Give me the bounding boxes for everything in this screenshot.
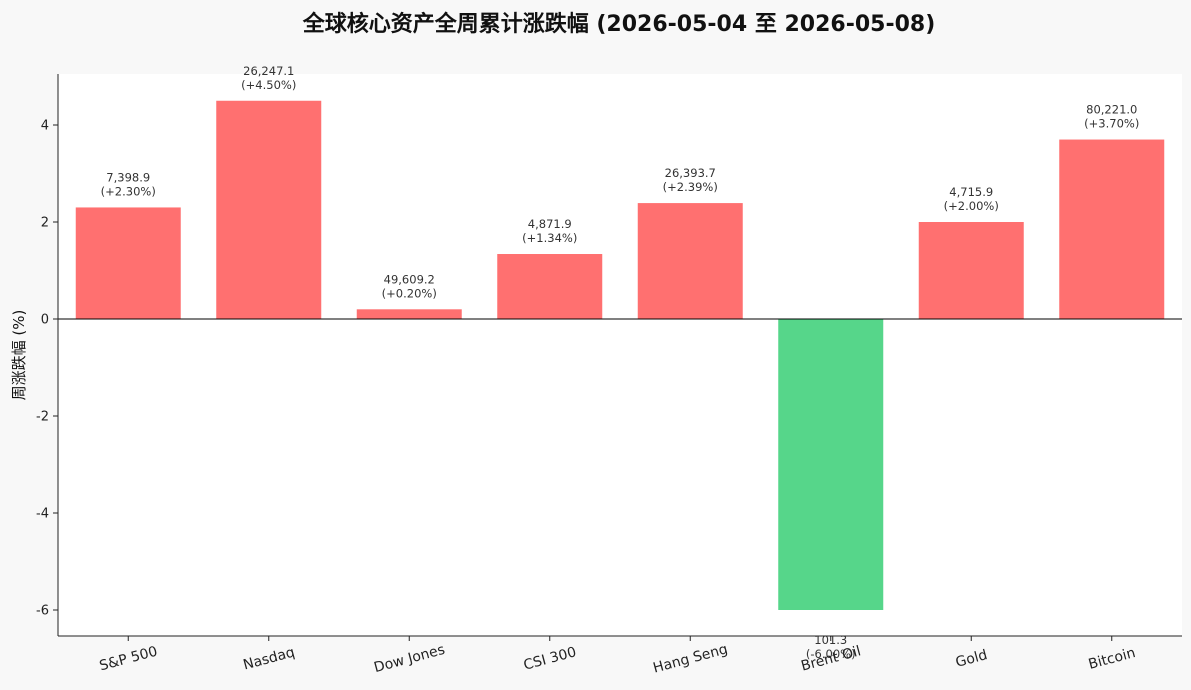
bar <box>497 254 603 319</box>
bar <box>356 309 462 319</box>
data-label-pct: (+0.20%) <box>382 286 437 300</box>
y-tick-label: 2 <box>41 216 49 231</box>
bar <box>75 207 181 319</box>
y-tick-label: 0 <box>41 313 49 328</box>
y-axis: -6 -4 -2 0 2 4 <box>36 119 58 619</box>
data-label-pct: (+2.00%) <box>944 199 999 213</box>
y-tick-label: -2 <box>36 410 49 425</box>
bar <box>637 203 743 319</box>
data-label-pct: (+2.39%) <box>663 180 718 194</box>
data-label-pct: (-6.00%) <box>806 647 856 661</box>
data-label-pct: (+1.34%) <box>522 231 577 245</box>
data-label-price: 26,393.7 <box>665 166 716 180</box>
data-label-price: 49,609.2 <box>384 272 435 286</box>
y-tick-label: -6 <box>36 604 49 619</box>
data-label-price: 4,715.9 <box>949 185 993 199</box>
bar <box>778 319 884 610</box>
y-tick-label: -4 <box>36 507 49 522</box>
y-tick-label: 4 <box>41 119 49 134</box>
axes-spines <box>57 74 1182 637</box>
data-label-price: 80,221.0 <box>1086 103 1137 117</box>
data-label-price: 26,247.1 <box>243 64 294 78</box>
data-label-pct: (+4.50%) <box>241 78 296 92</box>
data-label-price: 4,871.9 <box>528 217 572 231</box>
data-label-price: 7,398.9 <box>106 170 150 184</box>
y-axis-label: 周涨跌幅 (%) <box>10 310 28 401</box>
bar <box>1059 139 1165 319</box>
data-label-pct: (+2.30%) <box>101 184 156 198</box>
data-labels-group: 7,398.9(+2.30%)26,247.1(+4.50%)49,609.2(… <box>101 64 1140 661</box>
bar <box>216 100 322 319</box>
chart-title: 全球核心资产全周累计涨跌幅 (2026-05-04 至 2026-05-08) <box>302 11 936 37</box>
bars-group <box>75 100 1165 610</box>
bar <box>918 222 1024 319</box>
data-label-pct: (+3.70%) <box>1084 117 1139 131</box>
